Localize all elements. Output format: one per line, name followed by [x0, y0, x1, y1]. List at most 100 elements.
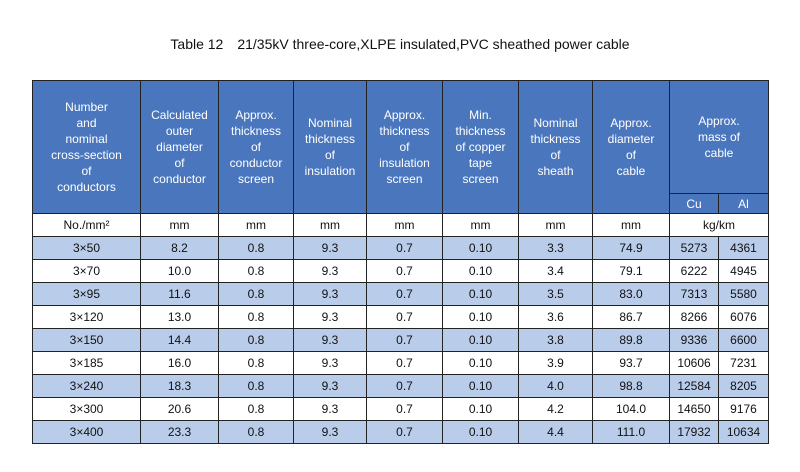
table-cell: 0.8: [218, 236, 294, 260]
table-cell: 111.0: [592, 420, 670, 444]
table-cell: 74.9: [592, 236, 670, 260]
table-cell: 9.3: [293, 259, 367, 283]
table-cell: 5580: [717, 282, 770, 306]
table-row: 3×300 20.6 0.8 9.3 0.7 0.10 4.2 104.0 14650 9176: [32, 397, 770, 421]
table-cell: 3×70: [32, 259, 141, 283]
table-title: Table 12 21/35kV three-core,XLPE insulate…: [0, 36, 800, 52]
table-cell: 3×185: [32, 351, 141, 375]
table-cell: 98.8: [592, 374, 670, 398]
table-cell: 0.10: [442, 282, 519, 306]
table-cell: 6600: [717, 328, 770, 352]
table-cell: 3.6: [518, 305, 593, 329]
table-cell: 0.10: [442, 259, 519, 283]
table-cell: 0.8: [218, 282, 294, 306]
table-cell: 11.6: [140, 282, 219, 306]
table-cell: 8266: [669, 305, 719, 329]
table-cell: 10606: [669, 351, 719, 375]
header-cable-mass: Approx. mass of cable: [668, 80, 770, 194]
table-cell: 17932: [669, 420, 719, 444]
unit-cell: kg/km: [668, 213, 770, 237]
table-cell: 7231: [717, 351, 770, 375]
table-cell: 0.10: [442, 305, 519, 329]
header-label: Nominal thickness of sheath: [530, 116, 581, 178]
table-cell: 4361: [717, 236, 770, 260]
table-row: 3×70 10.0 0.8 9.3 0.7 0.10 3.4 79.1 6222 4945: [32, 259, 770, 283]
table-cell: 3.3: [518, 236, 593, 260]
table-cell: 4.0: [518, 374, 593, 398]
table-cell: 0.7: [366, 259, 443, 283]
table-cell: 0.8: [218, 259, 294, 283]
header-cable-diameter: Approx. diameter of cable: [592, 80, 670, 214]
table-cell: 0.10: [442, 351, 519, 375]
table-cell: 3×240: [32, 374, 141, 398]
table-cell: 7313: [669, 282, 719, 306]
header-copper-tape-screen: Min. thickness of copper tape screen: [442, 80, 519, 214]
table-cell: 3.9: [518, 351, 593, 375]
header-sheath-thickness: Nominal thickness of sheath: [518, 80, 593, 214]
header-label: Approx. mass of cable: [698, 114, 741, 160]
table-cell: 9.3: [293, 236, 367, 260]
table-cell: 0.10: [442, 328, 519, 352]
table-cell: 9.3: [293, 305, 367, 329]
table-number: Table 12: [170, 36, 224, 52]
table-cell: 0.7: [366, 351, 443, 375]
table-cell: 3×120: [32, 305, 141, 329]
table-cell: 9.3: [293, 374, 367, 398]
table-cell: 93.7: [592, 351, 670, 375]
header-label: Calculated outer diameter of conductor: [151, 108, 208, 186]
table-cell: 10.0: [140, 259, 219, 283]
header-label: Min. thickness of copper tape screen: [455, 108, 506, 186]
table-row: 3×400 23.3 0.8 9.3 0.7 0.10 4.4 111.0 17932 10634: [32, 420, 770, 444]
table-cell: 89.8: [592, 328, 670, 352]
table-row: 3×185 16.0 0.8 9.3 0.7 0.10 3.9 93.7 10606 7231: [32, 351, 770, 375]
table-cell: 23.3: [140, 420, 219, 444]
table-cell: 10634: [717, 420, 770, 444]
table-cell: 0.7: [366, 420, 443, 444]
table-cell: 9.3: [293, 328, 367, 352]
table-cell: 0.10: [442, 374, 519, 398]
table-cell: 83.0: [592, 282, 670, 306]
table-cell: 0.7: [366, 236, 443, 260]
table-row: 3×240 18.3 0.8 9.3 0.7 0.10 4.0 98.8 12584 8205: [32, 374, 770, 398]
table-cell: 3×50: [32, 236, 141, 260]
table-cell: 6076: [717, 305, 770, 329]
unit-cell: mm: [140, 213, 219, 237]
unit-cell: mm: [366, 213, 443, 237]
header-label: Nominal thickness of insulation: [304, 116, 356, 178]
table-cell: 9176: [717, 397, 770, 421]
table-row: 3×150 14.4 0.8 9.3 0.7 0.10 3.8 89.8 9336 6600: [32, 328, 770, 352]
table-row: 3×50 8.2 0.8 9.3 0.7 0.10 3.3 74.9 5273 4361: [32, 236, 770, 260]
header-cross-section: Number and nominal cross-section of conductor…: [32, 80, 141, 214]
table-cell: 3.4: [518, 259, 593, 283]
table-cell: 8205: [717, 374, 770, 398]
table-row: 3×95 11.6 0.8 9.3 0.7 0.10 3.5 83.0 7313 5580: [32, 282, 770, 306]
table-cell: 3×400: [32, 420, 141, 444]
table-cell: 14.4: [140, 328, 219, 352]
header-label: Approx. thickness of conductor screen: [229, 108, 283, 186]
table-cell: 4945: [717, 259, 770, 283]
table-cell: 16.0: [140, 351, 219, 375]
table-cell: 0.10: [442, 420, 519, 444]
table-cell: 3.5: [518, 282, 593, 306]
table-cell: 0.7: [366, 328, 443, 352]
table-cell: 0.7: [366, 397, 443, 421]
table-cell: 0.8: [218, 420, 294, 444]
table-cell: 3×150: [32, 328, 141, 352]
header-mass-al: Al: [717, 193, 770, 214]
cable-spec-table: Number and nominal cross-section of conductor…: [32, 80, 770, 444]
table-cell: 9.3: [293, 351, 367, 375]
table-cell: 3×300: [32, 397, 141, 421]
table-cell: 0.7: [366, 282, 443, 306]
table-cell: 8.2: [140, 236, 219, 260]
table-cell: 0.8: [218, 351, 294, 375]
table-row: 3×120 13.0 0.8 9.3 0.7 0.10 3.6 86.7 8266 6076: [32, 305, 770, 329]
table-cell: 9.3: [293, 420, 367, 444]
table-cell: 0.8: [218, 374, 294, 398]
unit-cell: mm: [442, 213, 519, 237]
table-cell: 18.3: [140, 374, 219, 398]
header-insulation-thickness: Nominal thickness of insulation: [293, 80, 367, 214]
table-caption: 21/35kV three-core,XLPE insulated,PVC sh…: [237, 36, 630, 52]
table-cell: 9.3: [293, 397, 367, 421]
table-cell: 0.10: [442, 236, 519, 260]
units-row: No./mm² mm mm mm mm mm mm mm kg/km: [32, 213, 770, 237]
